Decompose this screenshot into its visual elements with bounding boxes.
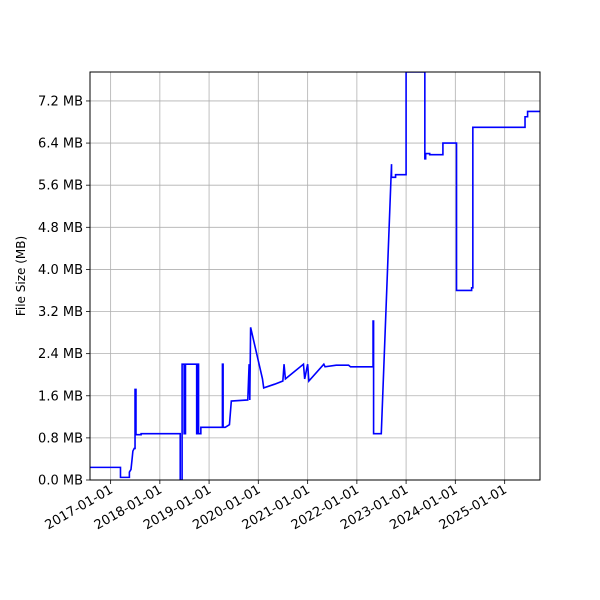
y-tick-label: 6.4 MB	[38, 137, 83, 152]
series-group	[90, 72, 540, 480]
y-tick-label: 4.8 MB	[38, 221, 83, 236]
gridlines	[90, 72, 540, 481]
series-line	[90, 72, 540, 480]
y-tick-label: 7.2 MB	[38, 94, 83, 109]
y-tick-label: 0.8 MB	[38, 431, 83, 446]
y-tick-label: 0.0 MB	[38, 474, 83, 489]
y-tick-label: 1.6 MB	[38, 389, 83, 404]
y-tick-label: 5.6 MB	[38, 179, 83, 194]
y-tick-label: 4.0 MB	[38, 263, 83, 278]
tick-marks	[86, 100, 506, 484]
y-axis-label: File Size (MB)	[14, 236, 28, 316]
plot-frame	[89, 71, 541, 481]
plot-area	[90, 72, 540, 480]
y-tick-label: 3.2 MB	[38, 305, 83, 320]
y-tick-label: 2.4 MB	[38, 347, 83, 362]
y-tick-labels: 0.0 MB 0.8 MB 1.6 MB 2.4 MB 3.2 MB 4.0 MB 4.8 …	[38, 94, 83, 488]
